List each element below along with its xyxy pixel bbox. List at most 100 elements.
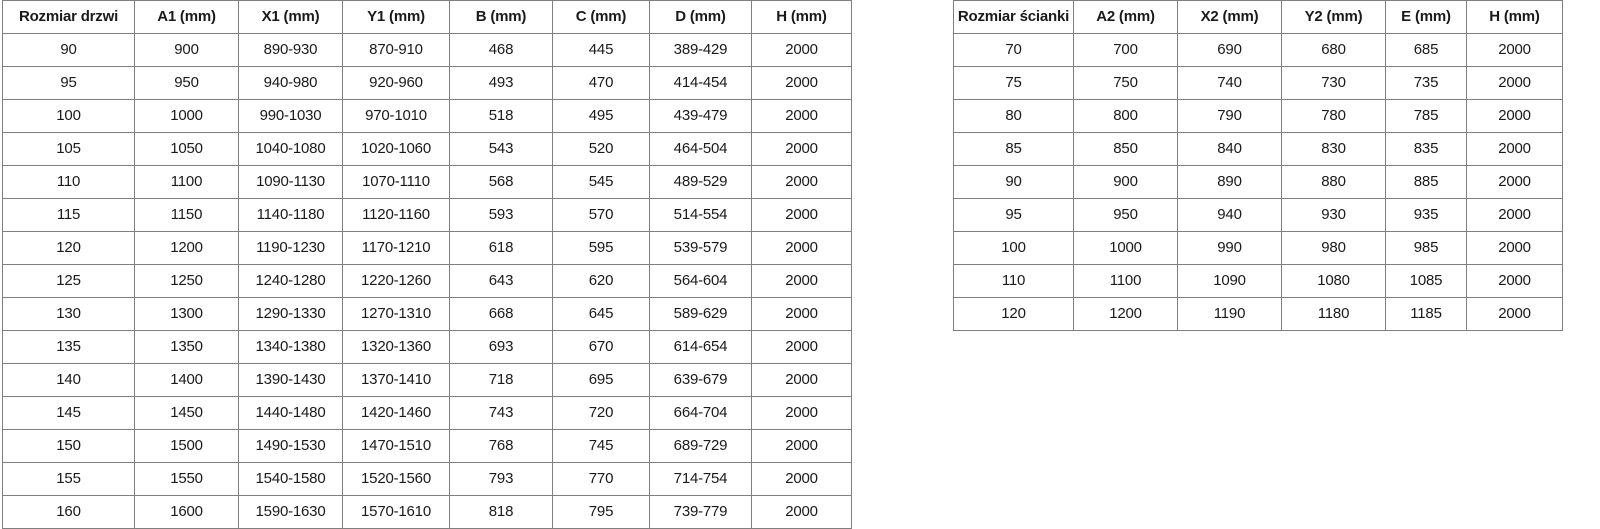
doors-table-cell: 718 bbox=[449, 363, 553, 397]
walls-table-cell: 800 bbox=[1073, 99, 1178, 133]
doors-table-cell: 2000 bbox=[751, 99, 852, 133]
doors-table-cell: 1050 bbox=[134, 132, 239, 166]
doors-table-cell: 743 bbox=[449, 396, 553, 430]
doors-table-cell: 2000 bbox=[751, 462, 852, 496]
doors-table-cell: 1570-1610 bbox=[342, 495, 450, 529]
doors-column-header: Y1 (mm) bbox=[342, 0, 450, 34]
walls-table-cell: 2000 bbox=[1466, 132, 1563, 166]
doors-table-cell: 1170-1210 bbox=[342, 231, 450, 265]
doors-table-cell: 1020-1060 bbox=[342, 132, 450, 166]
doors-table-cell: 689-729 bbox=[649, 429, 752, 463]
doors-column-header: X1 (mm) bbox=[238, 0, 343, 34]
walls-table-cell: 1185 bbox=[1385, 297, 1467, 331]
walls-table-cell: 900 bbox=[1073, 165, 1178, 199]
specification-tables-page: Rozmiar drzwi A1 (mm) X1 (mm) Y1 (mm) B (mm)… bbox=[2, 0, 1563, 529]
walls-table-cell: 1090 bbox=[1177, 264, 1282, 298]
doors-table-cell: 990-1030 bbox=[238, 99, 343, 133]
doors-table-cell: 793 bbox=[449, 462, 553, 496]
walls-table-cell: 950 bbox=[1073, 198, 1178, 232]
walls-table-header-row: Rozmiar ścianki A2 (mm) X2 (mm) Y2 (mm) E (m… bbox=[953, 0, 1563, 34]
doors-table-cell: 160 bbox=[2, 495, 135, 529]
walls-table-cell: 990 bbox=[1177, 231, 1282, 265]
doors-table-cell: 2000 bbox=[751, 363, 852, 397]
doors-table-cell: 1490-1530 bbox=[238, 429, 343, 463]
doors-table-cell: 150 bbox=[2, 429, 135, 463]
walls-table-cell: 785 bbox=[1385, 99, 1467, 133]
doors-table-cell: 2000 bbox=[751, 264, 852, 298]
walls-table-cell: 985 bbox=[1385, 231, 1467, 265]
doors-table-cell: 130 bbox=[2, 297, 135, 331]
doors-table-cell: 670 bbox=[552, 330, 650, 364]
walls-table-cell: 1085 bbox=[1385, 264, 1467, 298]
doors-table-cell: 2000 bbox=[751, 66, 852, 100]
doors-table-cell: 110 bbox=[2, 165, 135, 199]
doors-table-cell: 1140-1180 bbox=[238, 198, 343, 232]
doors-table-cell: 695 bbox=[552, 363, 650, 397]
doors-dimensions-table: Rozmiar drzwi A1 (mm) X1 (mm) Y1 (mm) B (mm)… bbox=[2, 0, 852, 529]
walls-table-cell: 100 bbox=[953, 231, 1074, 265]
doors-table-cell: 1590-1630 bbox=[238, 495, 343, 529]
doors-table-cell: 518 bbox=[449, 99, 553, 133]
walls-table-cell: 2000 bbox=[1466, 297, 1563, 331]
doors-table-cell: 1420-1460 bbox=[342, 396, 450, 430]
doors-table-cell: 495 bbox=[552, 99, 650, 133]
doors-table-cell: 1250 bbox=[134, 264, 239, 298]
doors-table-cell: 1150 bbox=[134, 198, 239, 232]
doors-table-cell: 643 bbox=[449, 264, 553, 298]
doors-table-cell: 514-554 bbox=[649, 198, 752, 232]
doors-table-cell: 668 bbox=[449, 297, 553, 331]
walls-table-cell: 2000 bbox=[1466, 99, 1563, 133]
doors-table-cell: 2000 bbox=[751, 33, 852, 67]
doors-table-cell: 1440-1480 bbox=[238, 396, 343, 430]
doors-table-cell: 1520-1560 bbox=[342, 462, 450, 496]
walls-table-cell: 70 bbox=[953, 33, 1074, 67]
walls-table-cell: 85 bbox=[953, 132, 1074, 166]
walls-table-row: 70 700 690 680 685 2000 bbox=[953, 33, 1563, 67]
walls-table-cell: 2000 bbox=[1466, 66, 1563, 100]
doors-table-cell: 2000 bbox=[751, 165, 852, 199]
doors-table-cell: 105 bbox=[2, 132, 135, 166]
walls-table-cell: 935 bbox=[1385, 198, 1467, 232]
walls-table-cell: 1000 bbox=[1073, 231, 1178, 265]
doors-table-row: 135 1350 1340-1380 1320-1360 693 670 614-654 20… bbox=[2, 330, 852, 364]
walls-table-cell: 90 bbox=[953, 165, 1074, 199]
doors-table-cell: 1270-1310 bbox=[342, 297, 450, 331]
doors-table-cell: 1000 bbox=[134, 99, 239, 133]
walls-column-header: Y2 (mm) bbox=[1281, 0, 1386, 34]
doors-table-row: 115 1150 1140-1180 1120-1160 593 570 514-554 20… bbox=[2, 198, 852, 232]
walls-table-row: 80 800 790 780 785 2000 bbox=[953, 99, 1563, 133]
doors-column-header: A1 (mm) bbox=[134, 0, 239, 34]
walls-table-cell: 680 bbox=[1281, 33, 1386, 67]
doors-table-cell: 870-910 bbox=[342, 33, 450, 67]
walls-table-cell: 850 bbox=[1073, 132, 1178, 166]
walls-table-cell: 1200 bbox=[1073, 297, 1178, 331]
doors-table-row: 95 950 940-980 920-960 493 470 414-454 2000 bbox=[2, 66, 852, 100]
doors-table-cell: 145 bbox=[2, 396, 135, 430]
doors-table-cell: 1070-1110 bbox=[342, 165, 450, 199]
walls-table-cell: 2000 bbox=[1466, 33, 1563, 67]
doors-table-row: 120 1200 1190-1230 1170-1210 618 595 539-579 20… bbox=[2, 231, 852, 265]
doors-table-cell: 120 bbox=[2, 231, 135, 265]
doors-table-cell: 618 bbox=[449, 231, 553, 265]
doors-table-cell: 125 bbox=[2, 264, 135, 298]
doors-table-cell: 520 bbox=[552, 132, 650, 166]
doors-table-cell: 568 bbox=[449, 165, 553, 199]
doors-table-cell: 595 bbox=[552, 231, 650, 265]
doors-table-cell: 1500 bbox=[134, 429, 239, 463]
walls-table-cell: 120 bbox=[953, 297, 1074, 331]
doors-table-header-row: Rozmiar drzwi A1 (mm) X1 (mm) Y1 (mm) B (mm)… bbox=[2, 0, 852, 34]
walls-table-cell: 790 bbox=[1177, 99, 1282, 133]
doors-table-cell: 545 bbox=[552, 165, 650, 199]
doors-table-cell: 589-629 bbox=[649, 297, 752, 331]
doors-column-header: Rozmiar drzwi bbox=[2, 0, 135, 34]
doors-table-cell: 1470-1510 bbox=[342, 429, 450, 463]
walls-table-cell: 690 bbox=[1177, 33, 1282, 67]
doors-table-cell: 795 bbox=[552, 495, 650, 529]
doors-table-row: 150 1500 1490-1530 1470-1510 768 745 689-729 20… bbox=[2, 429, 852, 463]
doors-column-header: C (mm) bbox=[552, 0, 650, 34]
doors-table-row: 155 1550 1540-1580 1520-1560 793 770 714-754 20… bbox=[2, 462, 852, 496]
walls-column-header: E (mm) bbox=[1385, 0, 1467, 34]
doors-table-cell: 493 bbox=[449, 66, 553, 100]
doors-table-cell: 2000 bbox=[751, 396, 852, 430]
walls-column-header: X2 (mm) bbox=[1177, 0, 1282, 34]
